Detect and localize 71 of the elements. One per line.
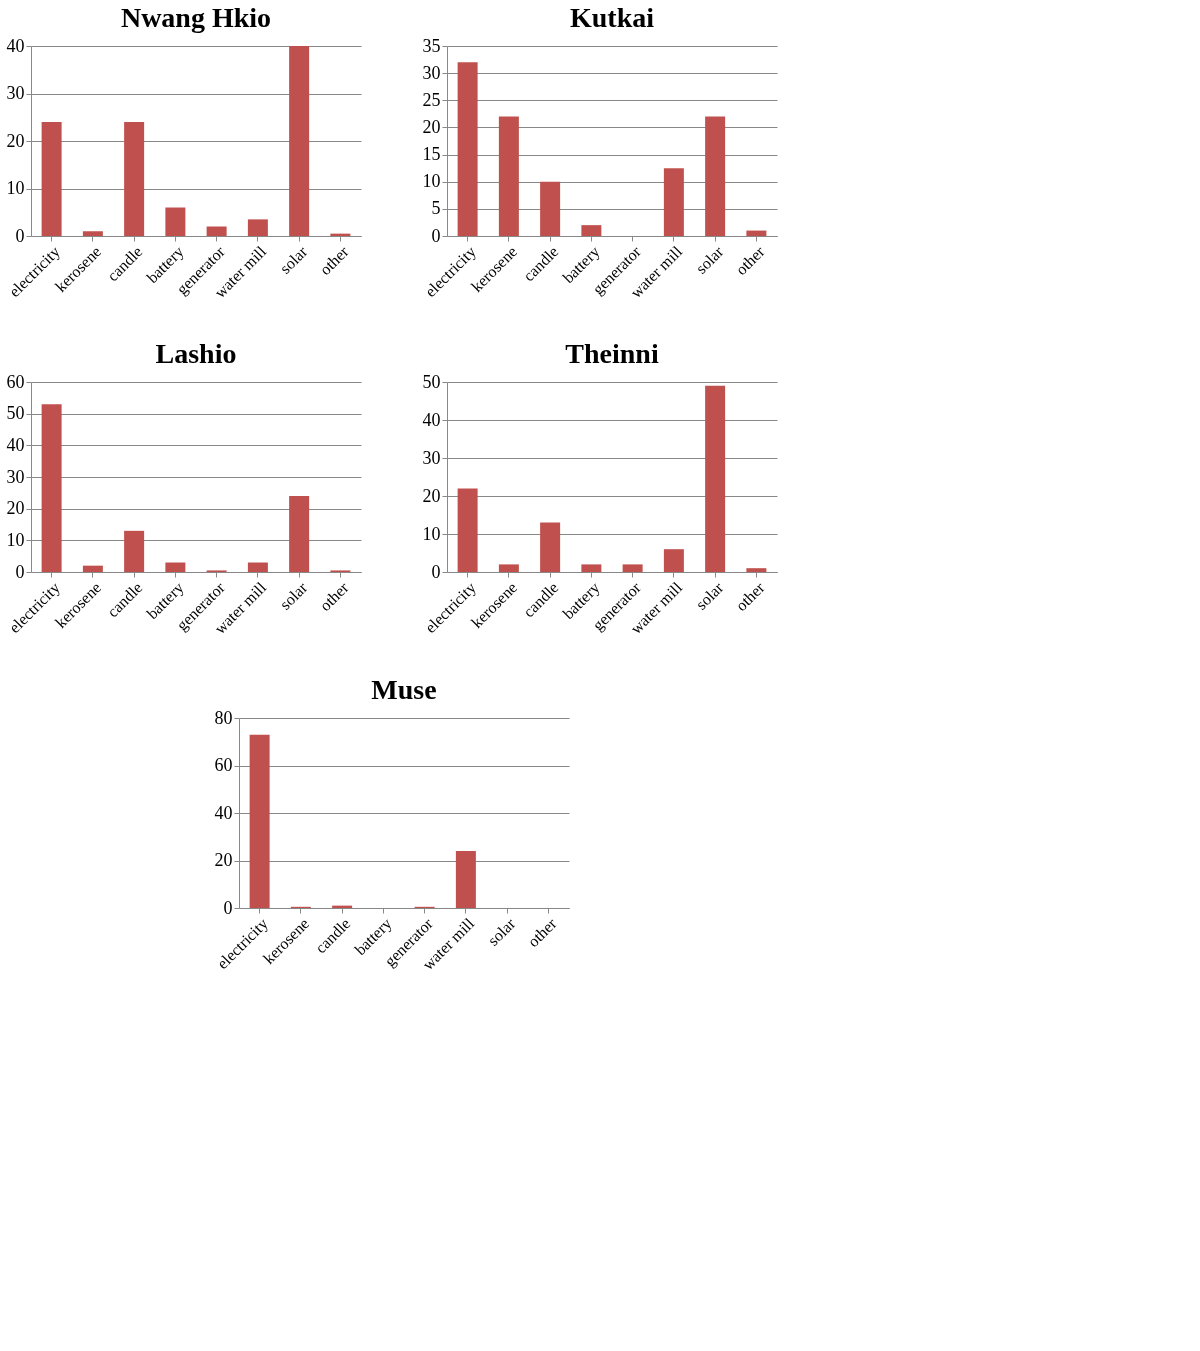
bar <box>124 122 145 236</box>
chart-title: Theinni <box>565 338 659 369</box>
y-tick-label: 30 <box>6 83 25 103</box>
bar <box>457 488 478 572</box>
bar <box>82 231 103 236</box>
y-tick-label: 40 <box>6 434 25 455</box>
y-tick-label: 40 <box>6 35 25 56</box>
bar <box>457 62 478 236</box>
y-tick-label: 20 <box>422 116 441 137</box>
chart-title: Nwang Hkio <box>120 2 272 33</box>
y-tick-label: 10 <box>6 178 25 198</box>
bar <box>663 549 684 572</box>
bar <box>746 568 767 572</box>
y-tick-label: 20 <box>6 498 25 519</box>
bar <box>289 496 310 572</box>
y-tick-label: 40 <box>214 802 233 823</box>
bar <box>581 225 602 236</box>
x-tick-label: solar <box>484 914 519 949</box>
bar <box>705 116 726 236</box>
y-tick-label: 0 <box>15 225 25 246</box>
bar <box>622 564 643 572</box>
y-tick-label: 20 <box>422 485 441 506</box>
bar <box>540 522 561 572</box>
x-tick-label: solar <box>692 578 727 613</box>
y-tick-label: 50 <box>422 371 441 392</box>
y-tick-label: 40 <box>422 409 441 430</box>
y-tick-label: 0 <box>15 561 25 582</box>
bar <box>705 385 726 572</box>
bar <box>41 404 62 572</box>
y-tick-label: 15 <box>422 144 441 165</box>
bar <box>455 851 476 908</box>
bar <box>247 562 268 572</box>
y-tick-label: 80 <box>214 707 233 728</box>
bar <box>581 564 602 572</box>
bar <box>249 734 270 908</box>
y-tick-label: 10 <box>422 523 441 544</box>
bar <box>247 219 268 236</box>
y-tick-label: 0 <box>431 225 441 246</box>
bar <box>41 122 62 236</box>
x-tick-label: solar <box>276 242 311 277</box>
y-tick-label: 35 <box>422 35 441 56</box>
y-tick-label: 20 <box>214 850 233 870</box>
y-tick-label: 30 <box>6 466 25 487</box>
y-tick-label: 0 <box>431 561 441 582</box>
bar <box>746 230 767 236</box>
y-tick-label: 20 <box>6 130 25 151</box>
bar <box>498 116 519 236</box>
bar <box>663 168 684 236</box>
x-tick-label: solar <box>692 242 727 277</box>
chart-title: Kutkai <box>569 2 655 33</box>
y-tick-label: 60 <box>6 371 25 392</box>
chart-title: Lashio <box>155 338 237 369</box>
bar <box>82 565 103 572</box>
bar <box>165 562 186 572</box>
y-tick-label: 25 <box>422 89 441 110</box>
x-tick-label: solar <box>276 578 311 613</box>
chart-title: Muse <box>371 674 437 705</box>
bar <box>498 564 519 572</box>
bar <box>540 181 561 236</box>
y-tick-label: 30 <box>422 447 441 468</box>
y-tick-label: 5 <box>431 198 441 219</box>
y-tick-label: 10 <box>422 171 441 192</box>
y-tick-label: 10 <box>6 529 25 550</box>
bar <box>289 46 310 236</box>
bar <box>206 226 227 236</box>
y-tick-label: 60 <box>214 755 233 775</box>
y-tick-label: 0 <box>223 897 233 918</box>
y-tick-label: 50 <box>6 403 25 424</box>
y-tick-label: 30 <box>422 62 441 83</box>
bar <box>165 207 186 236</box>
bar <box>124 530 145 572</box>
